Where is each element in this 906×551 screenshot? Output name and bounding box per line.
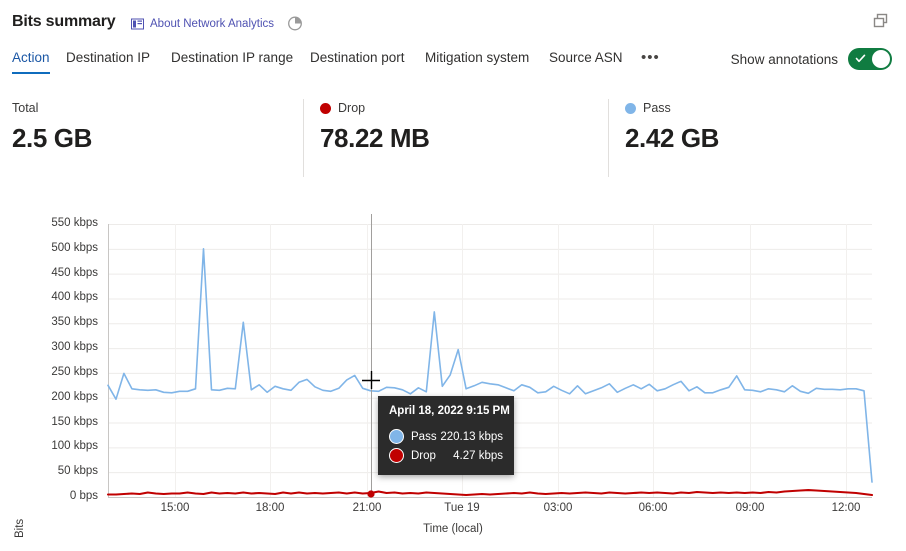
show-annotations-label: Show annotations (730, 51, 838, 67)
x-tick-label: 09:00 (735, 502, 765, 514)
chart-tooltip: April 18, 2022 9:15 PM Pass 220.13 kbps … (378, 396, 514, 475)
tooltip-title: April 18, 2022 9:15 PM (389, 405, 510, 417)
tab-destination-ip-range[interactable]: Destination IP range (171, 50, 294, 65)
toggle-knob (872, 50, 890, 68)
metric-pass-value: 2.42 GB (625, 123, 720, 153)
y-tick-label: 200 kbps (51, 390, 98, 403)
tab-bar: Action Destination IP Destination IP ran… (0, 48, 906, 82)
y-tick-label: 350 kbps (51, 316, 98, 329)
x-tick-label: 18:00 (255, 502, 285, 514)
metric-total: Total 2.5 GB (12, 99, 302, 177)
book-icon (131, 18, 144, 30)
metric-drop-label: Drop (338, 101, 366, 115)
metric-drop: Drop 78.22 MB (303, 99, 624, 177)
tab-source-asn[interactable]: Source ASN (549, 50, 623, 65)
metric-drop-value: 78.22 MB (320, 123, 430, 153)
metric-total-head: Total (12, 99, 302, 117)
y-tick-label: 550 kbps (51, 217, 98, 229)
y-tick-label: 0 bps (69, 490, 98, 502)
tooltip-pass-value: 220.13 kbps (440, 430, 503, 443)
pass-legend-dot (625, 102, 636, 114)
y-tick-label: 50 kbps (57, 465, 98, 478)
tooltip-pass-name: Pass (411, 430, 437, 443)
y-tick-label: 400 kbps (51, 291, 98, 304)
metric-pass: Pass 2.42 GB (608, 99, 906, 177)
tooltip-row-drop: Drop 4.27 kbps (389, 446, 503, 465)
tooltip-drop-dot (389, 448, 404, 463)
x-tick-label: 15:00 (160, 502, 190, 514)
about-network-analytics-link[interactable]: About Network Analytics (131, 18, 274, 30)
metrics-row: Total 2.5 GB Drop 78.22 MB Pass 2.42 GB (0, 99, 906, 179)
tab-action[interactable]: Action (12, 50, 50, 74)
x-tick-label: 06:00 (638, 502, 668, 514)
metric-pass-head: Pass (625, 99, 906, 117)
y-tick-label: 450 kbps (51, 266, 98, 279)
tooltip-drop-name: Drop (411, 449, 436, 462)
tooltip-drop-value: 4.27 kbps (453, 449, 503, 462)
x-tick-label: Tue 19 (444, 502, 480, 514)
bits-chart[interactable]: Bits 550 kbps 500 kbps 450 kbps 400 kbps 350… (0, 190, 906, 551)
about-link-label: About Network Analytics (150, 18, 275, 30)
tab-overflow-icon[interactable]: ••• (641, 49, 660, 66)
chart-x-axis-label: Time (local) (423, 523, 483, 535)
open-in-new-window-icon[interactable] (871, 11, 891, 31)
chart-y-axis-ticks: 550 kbps 500 kbps 450 kbps 400 kbps 350 kbps… (28, 190, 98, 520)
x-tick-label: 21:00 (352, 502, 382, 514)
y-tick-label: 250 kbps (51, 365, 98, 378)
drop-legend-dot (320, 102, 331, 114)
check-icon (855, 54, 866, 63)
metric-total-label: Total (12, 101, 39, 115)
tab-mitigation-system[interactable]: Mitigation system (425, 50, 530, 65)
show-annotations-toggle[interactable] (848, 48, 892, 70)
y-tick-label: 300 kbps (51, 341, 98, 354)
y-tick-label: 150 kbps (51, 415, 98, 428)
tooltip-row-pass: Pass 220.13 kbps (389, 427, 503, 446)
metric-pass-label: Pass (643, 101, 671, 115)
x-tick-label: 12:00 (831, 502, 861, 514)
y-tick-label: 100 kbps (51, 440, 98, 453)
metric-drop-head: Drop (320, 99, 624, 117)
tooltip-pass-dot (389, 429, 404, 444)
panel-header: Bits summary About Network Analytics (0, 0, 906, 42)
metric-total-value: 2.5 GB (12, 123, 92, 153)
show-annotations-control: Show annotations (731, 48, 892, 70)
x-tick-label: 03:00 (543, 502, 573, 514)
tab-destination-port[interactable]: Destination port (310, 50, 405, 65)
tab-destination-ip[interactable]: Destination IP (66, 50, 151, 65)
y-tick-label: 500 kbps (51, 241, 98, 254)
page-title: Bits summary (12, 13, 116, 30)
pie-chart-icon[interactable] (286, 14, 304, 32)
